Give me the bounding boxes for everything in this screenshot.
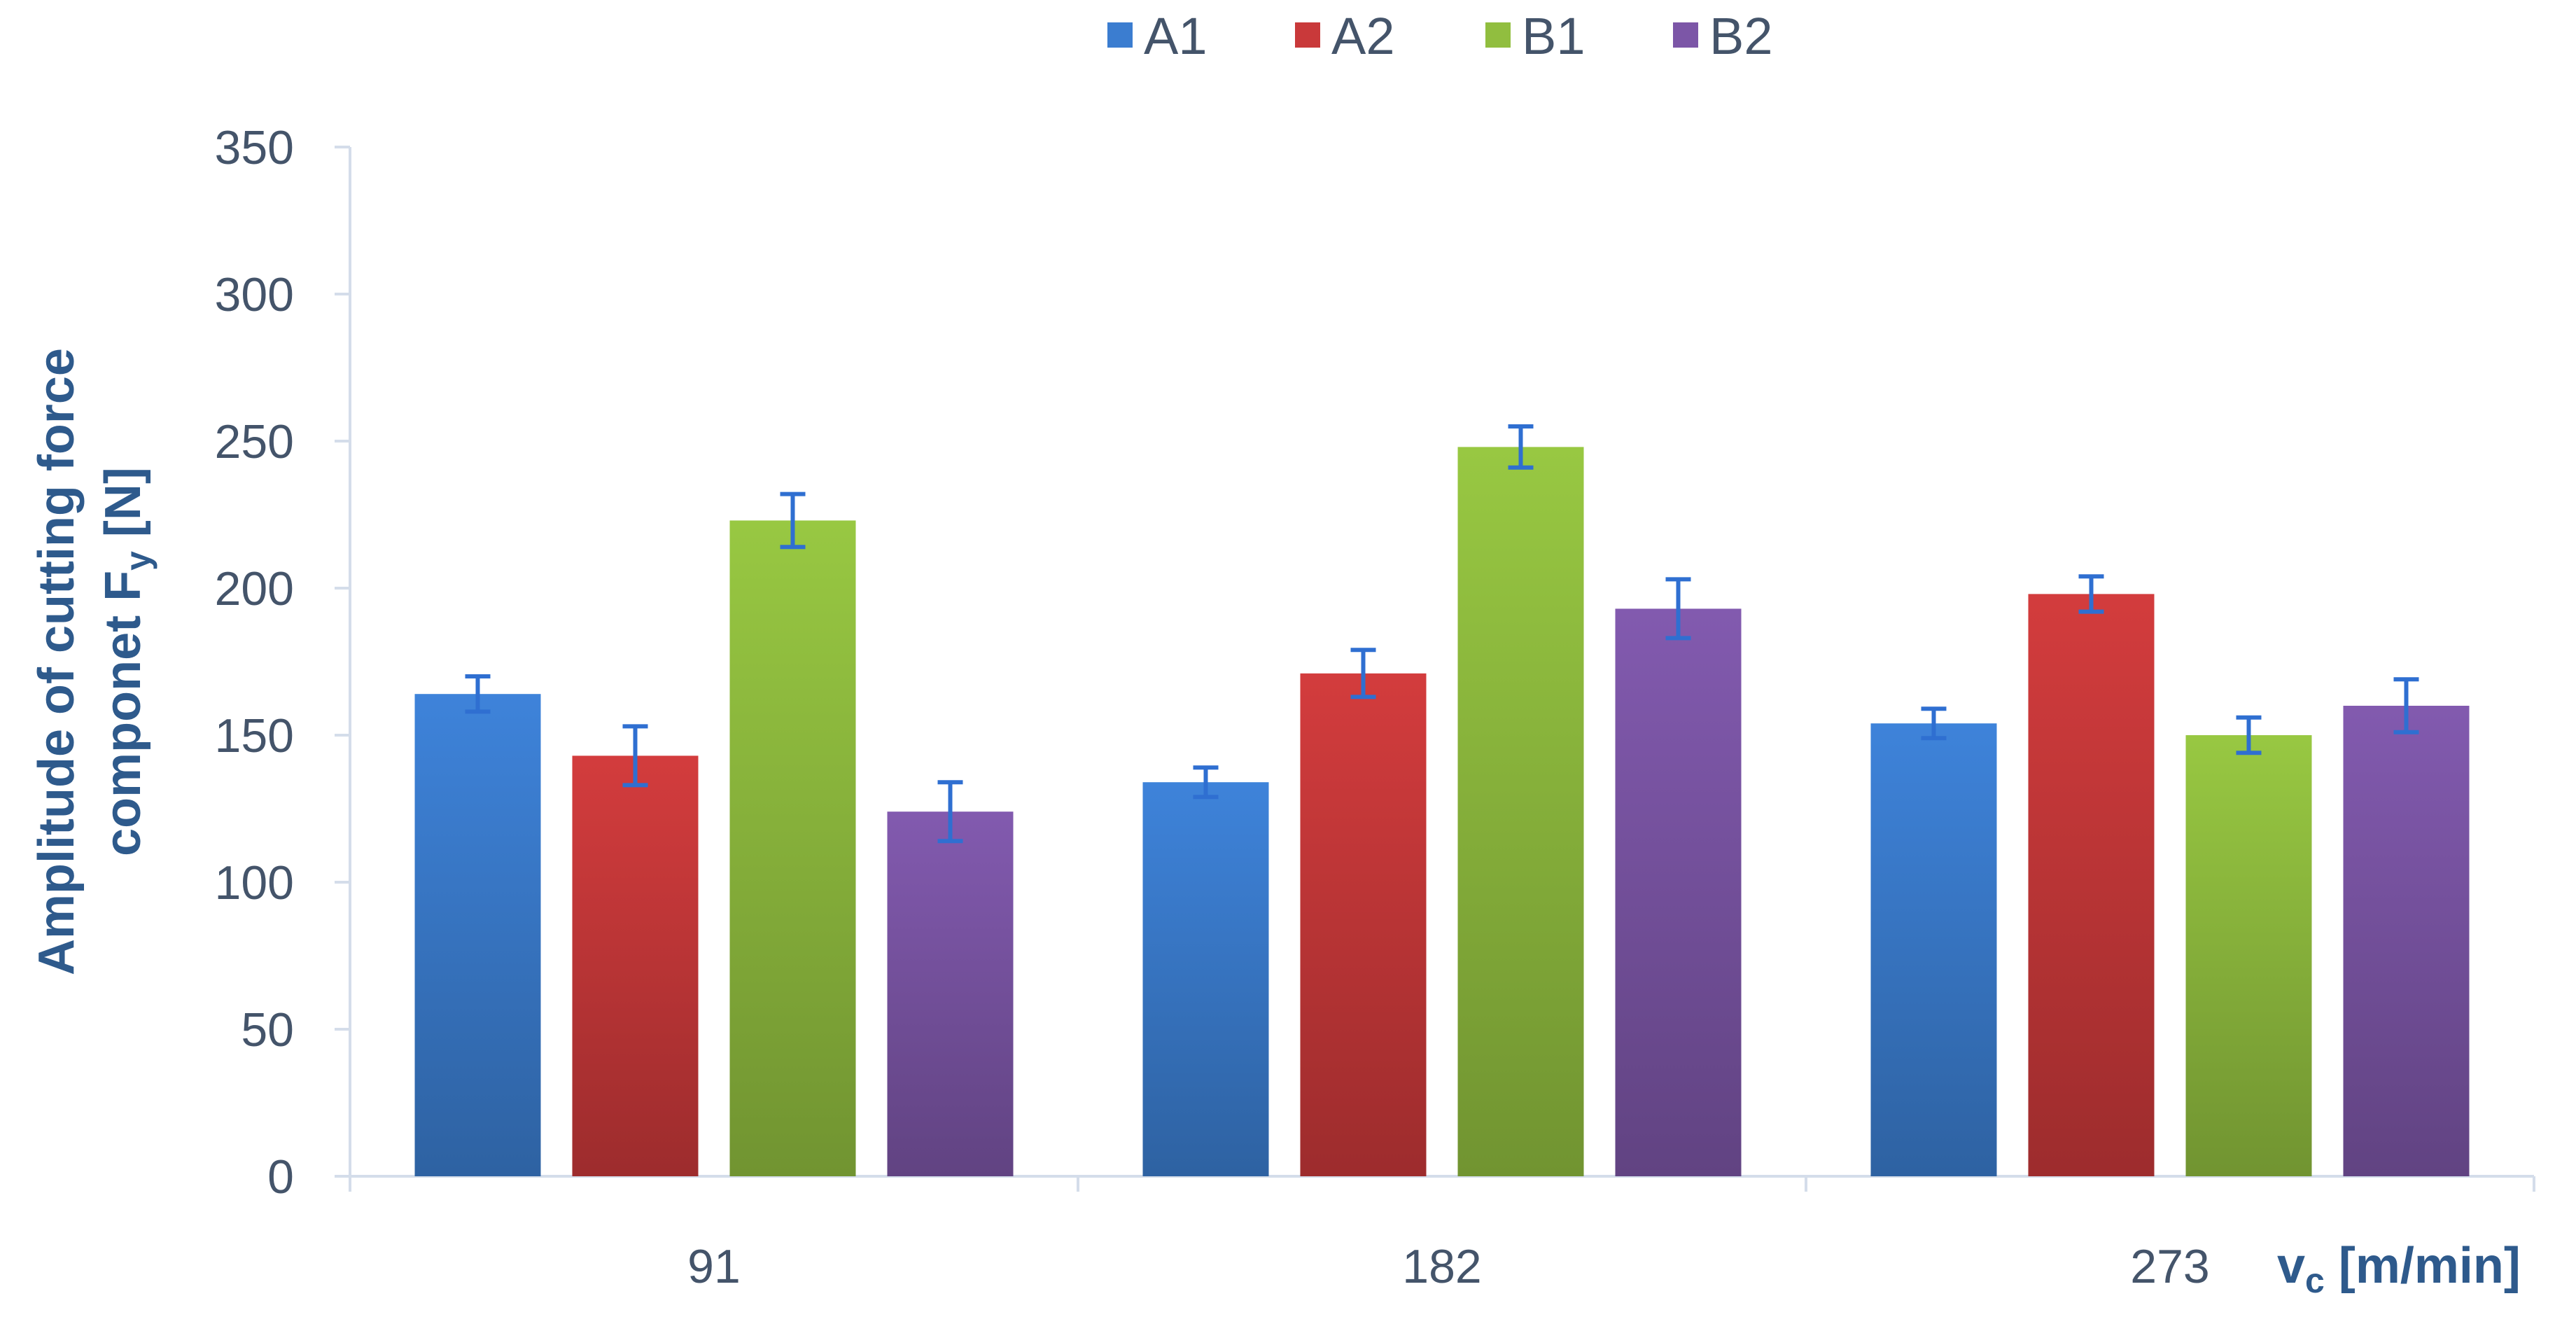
legend-label-a2: A2: [1331, 7, 1395, 65]
error-bar-a1-91: [465, 674, 491, 714]
legend-label-b1: B1: [1522, 7, 1586, 65]
bar-a2-182: [1300, 673, 1427, 1176]
bar-a1-91: [414, 694, 541, 1176]
legend-swatch-a2: [1295, 22, 1320, 48]
y-tick-label-0: 0: [267, 1150, 294, 1204]
legend-swatch-b2: [1673, 22, 1698, 48]
x-axis-title-unit: [m/min]: [2325, 1238, 2521, 1294]
y-tick-label-300: 300: [215, 268, 294, 321]
y-tick-label-200: 200: [215, 562, 294, 615]
y-tick-label-150: 150: [215, 709, 294, 762]
axes: [349, 147, 2534, 1178]
legend: A1 A2 B1 B2: [1107, 7, 1773, 65]
error-bar-b1-182: [1508, 424, 1534, 470]
error-bar-b1-273: [2236, 715, 2262, 755]
legend-item-b2: B2: [1673, 7, 1773, 65]
error-bar-b2-91: [937, 780, 963, 844]
y-axis-title-unit: [N]: [95, 467, 151, 551]
bar-b1-91: [729, 520, 856, 1176]
error-bar-a2-273: [2078, 574, 2104, 614]
legend-item-b1: B1: [1485, 7, 1586, 65]
error-bar-a2-91: [622, 724, 648, 788]
error-bar-a1-273: [1921, 706, 1947, 741]
error-bar-a1-182: [1193, 765, 1219, 800]
legend-label-b2: B2: [1709, 7, 1773, 65]
error-bar-b2-182: [1665, 577, 1691, 641]
legend-item-a2: A2: [1295, 7, 1395, 65]
y-tick-label-250: 250: [215, 415, 294, 468]
bar-a1-273: [1870, 723, 1997, 1176]
x-tick-label-273: 273: [2130, 1240, 2209, 1293]
error-bar-b2-273: [2393, 677, 2419, 734]
y-axis-title-line2: componet Fy [N]: [95, 467, 158, 856]
x-tick-label-182: 182: [1402, 1240, 1481, 1293]
bar-a2-91: [572, 755, 699, 1176]
x-axis-title: vc [m/min]: [2277, 1238, 2521, 1300]
y-axis-title-main: componet F: [95, 571, 151, 856]
legend-label-a1: A1: [1144, 7, 1208, 65]
bar-a2-273: [2028, 594, 2155, 1176]
bar-b1-273: [2185, 735, 2312, 1176]
y-tick-label-100: 100: [215, 856, 294, 910]
error-bar-a2-182: [1350, 648, 1376, 699]
legend-item-a1: A1: [1107, 7, 1208, 65]
error-bars: [465, 424, 2419, 844]
bar-b2-91: [887, 811, 1014, 1176]
legend-swatch-b1: [1485, 22, 1511, 48]
x-axis-title-subscript: c: [2305, 1261, 2325, 1300]
y-axis-title-subscript: y: [118, 551, 158, 571]
y-tick-label-350: 350: [215, 121, 294, 174]
bar-b1-182: [1457, 447, 1584, 1176]
error-bar-b1-91: [780, 492, 806, 550]
x-axis-ticks: 91 182 273: [349, 1176, 2535, 1293]
bars: [414, 447, 2470, 1176]
y-axis-ticks: 0 50 100 150 200 250 300 350: [215, 121, 350, 1204]
x-tick-label-91: 91: [687, 1240, 741, 1293]
bar-b2-182: [1615, 608, 1742, 1176]
bar-b2-273: [2343, 706, 2470, 1176]
legend-swatch-a1: [1107, 22, 1133, 48]
bar-a1-182: [1142, 782, 1269, 1176]
y-axis-title-line1: Amplitude of cutting force: [29, 348, 85, 975]
y-tick-label-50: 50: [241, 1003, 294, 1057]
x-axis-title-main: v: [2277, 1238, 2305, 1294]
